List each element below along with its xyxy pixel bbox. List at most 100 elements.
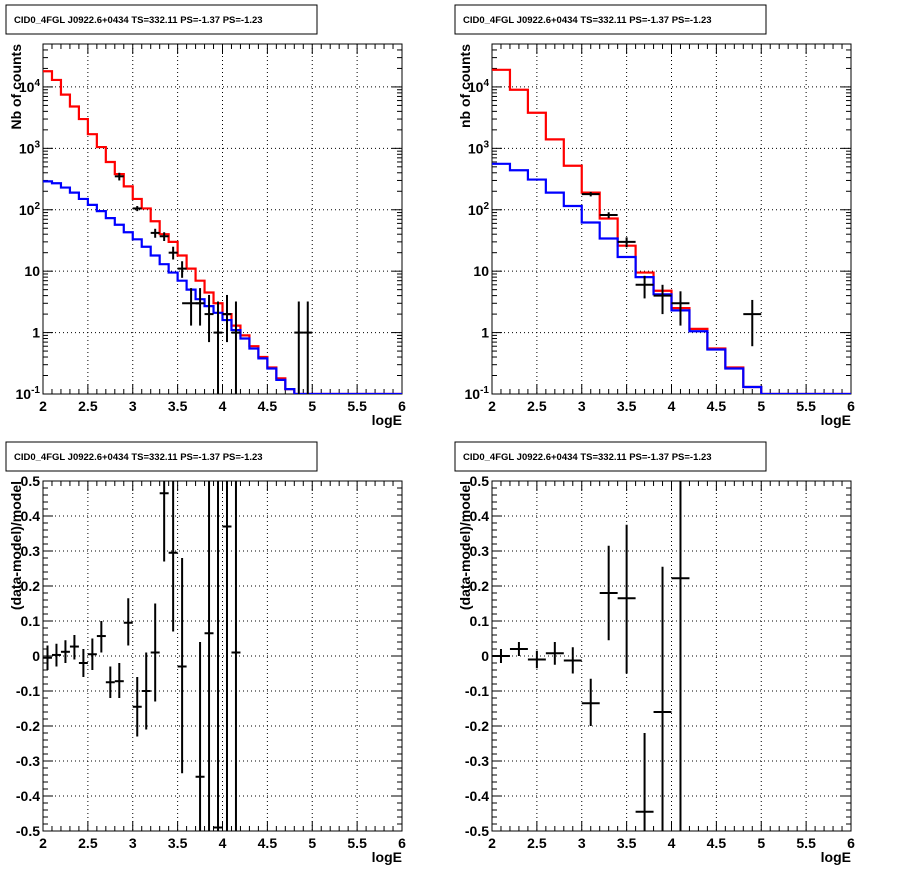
data-point bbox=[182, 288, 201, 326]
x-tick-label: 2.5 bbox=[527, 835, 547, 851]
data-point bbox=[168, 246, 178, 260]
y-tick-label: -0.3 bbox=[16, 753, 40, 769]
data-point bbox=[159, 232, 169, 241]
x-tick-label: 3 bbox=[129, 835, 137, 851]
y-tick-label: 0.5 bbox=[21, 473, 41, 489]
title-box bbox=[5, 441, 318, 472]
data-point bbox=[563, 647, 582, 674]
data-point bbox=[635, 733, 654, 831]
data-point bbox=[132, 677, 142, 737]
data-point bbox=[51, 643, 61, 667]
data-point bbox=[599, 545, 618, 641]
data-point bbox=[204, 481, 214, 831]
chart-title: CID0_4FGL J0922.6+0434 TS=332.11 PS=-1.3… bbox=[463, 15, 712, 26]
y-tick-label: -0.4 bbox=[465, 788, 489, 804]
x-tick-label: 5 bbox=[308, 835, 316, 851]
data-point bbox=[150, 228, 160, 238]
y-tick-label: 0.2 bbox=[21, 578, 41, 594]
x-tick-label: 6 bbox=[847, 398, 855, 414]
data-point bbox=[303, 301, 313, 394]
chart-svg: CID0_4FGL J0922.6+0434 TS=332.11 PS=-1.3… bbox=[454, 4, 855, 428]
data-point bbox=[545, 642, 564, 665]
y-tick-label: 0 bbox=[32, 648, 40, 664]
x-axis-label: logE bbox=[372, 412, 402, 428]
data-point bbox=[96, 621, 106, 653]
y-tick-label: -0.5 bbox=[16, 823, 40, 839]
data-point bbox=[231, 301, 241, 394]
data-point bbox=[222, 294, 232, 343]
data-point bbox=[204, 294, 214, 343]
grid bbox=[492, 481, 851, 831]
x-tick-label: 5 bbox=[757, 398, 765, 414]
data-point bbox=[78, 649, 88, 677]
chart-title: CID0_4FGL J0922.6+0434 TS=332.11 PS=-1.3… bbox=[463, 452, 712, 463]
title-box bbox=[454, 4, 767, 35]
data-points bbox=[43, 481, 241, 831]
data-point bbox=[132, 206, 142, 212]
y-tick-label: 1 bbox=[481, 325, 489, 341]
x-tick-label: 4 bbox=[668, 398, 676, 414]
x-tick-label: 2.5 bbox=[527, 398, 547, 414]
data-point bbox=[581, 678, 600, 726]
chart-svg: CID0_4FGL J0922.6+0434 TS=332.11 PS=-1.3… bbox=[5, 441, 406, 865]
y-tick-label: 10 bbox=[473, 263, 489, 279]
y-tick-label: -0.3 bbox=[465, 753, 489, 769]
chart-svg: CID0_4FGL J0922.6+0434 TS=332.11 PS=-1.3… bbox=[454, 441, 855, 865]
chart-panel-counts-left: CID0_4FGL J0922.6+0434 TS=332.11 PS=-1.3… bbox=[0, 0, 449, 437]
title-box bbox=[454, 441, 767, 472]
x-tick-label: 5.5 bbox=[796, 835, 816, 851]
x-tick-label: 4 bbox=[668, 835, 676, 851]
y-tick-label: 0.1 bbox=[21, 613, 41, 629]
x-tick-label: 5.5 bbox=[347, 835, 367, 851]
data-point bbox=[177, 558, 187, 774]
data-point bbox=[599, 212, 618, 219]
y-tick-label: 0.3 bbox=[21, 543, 41, 559]
x-tick-label: 3 bbox=[578, 835, 586, 851]
data-point bbox=[743, 299, 762, 347]
x-tick-label: 6 bbox=[847, 835, 855, 851]
y-tick-label: 10-1 bbox=[465, 385, 490, 402]
x-tick-label: 6 bbox=[398, 835, 406, 851]
data-point bbox=[294, 301, 304, 394]
data-point bbox=[141, 652, 151, 730]
x-tick-label: 6 bbox=[398, 398, 406, 414]
data-point bbox=[222, 481, 232, 831]
x-tick-label: 5.5 bbox=[347, 398, 367, 414]
data-point bbox=[195, 288, 205, 326]
x-tick-label: 4.5 bbox=[258, 835, 278, 851]
x-tick-label: 3 bbox=[578, 398, 586, 414]
x-tick-label: 4 bbox=[219, 835, 227, 851]
data-points bbox=[492, 481, 690, 831]
y-axis-label: (data-model)/model bbox=[8, 481, 24, 610]
data-point bbox=[671, 291, 690, 326]
y-tick-label: 0.1 bbox=[470, 613, 490, 629]
data-point bbox=[617, 524, 636, 674]
y-tick-label: 0.4 bbox=[21, 508, 41, 524]
x-axis-label: logE bbox=[821, 412, 851, 428]
x-tick-label: 3.5 bbox=[168, 398, 188, 414]
data-point bbox=[60, 640, 70, 663]
model-component-histogram bbox=[492, 162, 851, 394]
y-tick-label: 102 bbox=[468, 201, 490, 218]
chart-panel-residual-left: CID0_4FGL J0922.6+0434 TS=332.11 PS=-1.3… bbox=[0, 437, 449, 874]
data-point bbox=[635, 275, 654, 299]
model-total-histogram bbox=[492, 68, 851, 394]
x-tick-label: 2 bbox=[39, 835, 47, 851]
y-tick-label: 0.5 bbox=[470, 473, 490, 489]
grid bbox=[43, 44, 402, 394]
data-point bbox=[159, 481, 169, 562]
y-tick-label: 10 bbox=[24, 263, 40, 279]
y-tick-label: -0.5 bbox=[465, 823, 489, 839]
data-point bbox=[123, 598, 133, 646]
x-tick-label: 4.5 bbox=[707, 835, 727, 851]
y-tick-label: 104 bbox=[468, 78, 490, 95]
y-tick-label: 0.2 bbox=[470, 578, 490, 594]
y-tick-label: 0.3 bbox=[470, 543, 490, 559]
data-point bbox=[43, 645, 52, 670]
data-point bbox=[150, 603, 160, 702]
y-tick-label: -0.2 bbox=[16, 718, 40, 734]
data-point bbox=[581, 191, 600, 197]
data-point bbox=[87, 638, 97, 670]
data-point bbox=[105, 666, 115, 698]
data-points bbox=[114, 172, 313, 394]
